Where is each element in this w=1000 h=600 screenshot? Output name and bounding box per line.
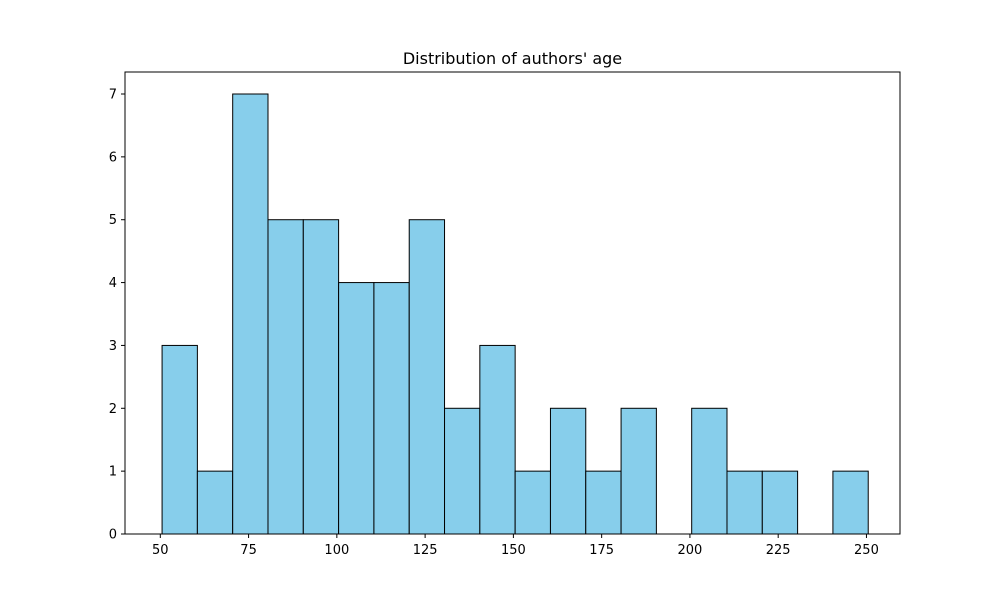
x-tick-label: 150 <box>501 543 526 558</box>
histogram-bar <box>726 470 763 535</box>
x-axis: 50 75 100 125 150 175 200 225 250 <box>152 534 879 558</box>
histogram-bar <box>585 470 622 535</box>
histogram-bar <box>479 344 516 535</box>
histogram-bar <box>761 470 799 535</box>
y-tick-label: 4 <box>109 276 117 291</box>
histogram-bar <box>832 470 869 535</box>
x-tick-label: 100 <box>324 543 349 558</box>
y-tick-label: 3 <box>109 339 117 354</box>
histogram-bar <box>196 470 234 535</box>
bars-layer <box>161 93 869 535</box>
y-axis: 0 1 2 3 4 5 6 7 <box>109 88 125 543</box>
y-tick-label: 1 <box>109 465 117 480</box>
plot-frame <box>124 71 901 535</box>
x-tick-label: 175 <box>589 543 614 558</box>
x-tick-label: 200 <box>678 543 703 558</box>
histogram-bar <box>338 282 375 535</box>
x-tick-label: 75 <box>240 543 257 558</box>
histogram-bar <box>267 219 304 535</box>
x-tick-label: 125 <box>413 543 438 558</box>
histogram-bar <box>620 407 657 535</box>
histogram-bar <box>549 407 587 535</box>
histogram-bar <box>444 407 481 535</box>
y-tick-label: 0 <box>109 528 117 543</box>
y-tick-label: 6 <box>109 150 117 165</box>
histogram-bar <box>373 282 410 535</box>
chart-title: Distribution of authors' age <box>403 49 622 68</box>
histogram-bar <box>408 219 446 535</box>
x-tick-label: 50 <box>152 543 169 558</box>
y-tick-label: 7 <box>109 88 117 103</box>
y-tick-label: 5 <box>109 213 117 228</box>
histogram-bar <box>514 470 551 535</box>
histogram-bar <box>691 407 728 535</box>
histogram-bar <box>302 219 340 535</box>
x-tick-label: 250 <box>854 543 879 558</box>
histogram-bar <box>161 344 198 535</box>
y-tick-label: 2 <box>109 402 117 417</box>
x-tick-label: 225 <box>766 543 791 558</box>
histogram-bar <box>232 93 269 535</box>
